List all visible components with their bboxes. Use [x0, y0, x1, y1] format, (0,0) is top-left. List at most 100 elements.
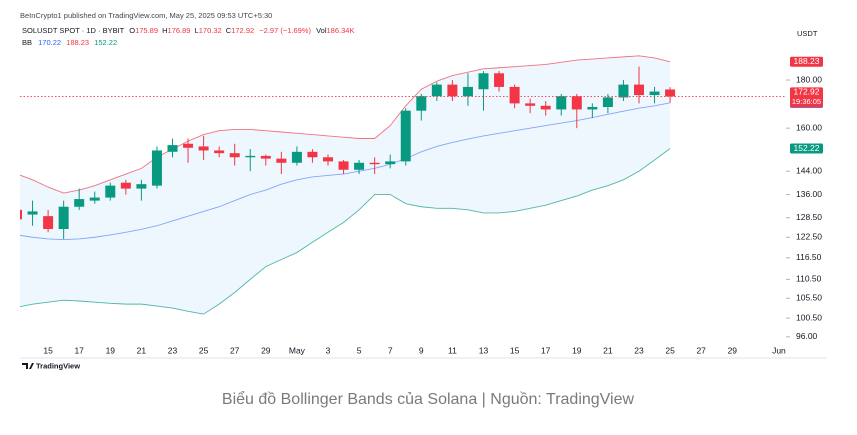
candle-body: [556, 96, 567, 110]
ohlc-value: 176.89: [168, 26, 191, 35]
x-tick-label: 23: [168, 345, 178, 355]
y-tick-label: 160.00: [796, 122, 822, 132]
candle-body: [634, 84, 644, 96]
volume-key: Vol: [316, 26, 327, 35]
publisher: BeInCrypto1 published on TradingView.com…: [20, 11, 272, 20]
bb-value: 152.22: [94, 38, 117, 47]
candle-body: [602, 97, 613, 108]
x-tick-label: 23: [634, 345, 644, 355]
y-tick-label: 144.00: [796, 165, 822, 175]
x-tick-label: 21: [603, 345, 613, 355]
candle-body: [151, 150, 162, 186]
candle-body: [229, 153, 240, 158]
candle-body: [27, 211, 38, 215]
tv-logo: TradingView: [22, 361, 80, 370]
x-tick-label: 27: [230, 345, 240, 355]
candle-body: [338, 161, 349, 170]
candle-body: [354, 162, 365, 170]
change: −2.97 (−1.69%): [259, 26, 311, 35]
candle-body: [571, 96, 582, 110]
bb-line: [20, 102, 671, 241]
price-tag: [790, 87, 823, 108]
candle-body: [291, 151, 302, 163]
candle-body: [525, 103, 536, 106]
ohlc-value: 175.89: [135, 26, 158, 35]
countdown: 19:36:05: [792, 97, 821, 106]
x-tick-label: 3: [326, 345, 331, 355]
candle-body: [120, 182, 131, 189]
price-tag-label: 152.22: [794, 143, 820, 153]
band-fill: [20, 55, 671, 315]
y-tick-label: 122.50: [796, 232, 822, 242]
candle-body: [20, 209, 22, 220]
x-tick-label: 19: [572, 345, 582, 355]
candle-body: [167, 145, 178, 152]
x-tick-label: 7: [388, 345, 393, 355]
x-tick-label: May: [289, 345, 306, 355]
ohlc-key: L: [195, 26, 199, 35]
x-tick-label: 29: [261, 345, 271, 355]
candle-body: [618, 84, 629, 98]
price-tag-label: 172.92: [794, 87, 820, 97]
candle-body: [74, 199, 85, 207]
candle-body: [416, 96, 427, 111]
x-tick-label: 17: [541, 345, 551, 355]
candle-body: [214, 150, 225, 154]
y-tick-label: 105.50: [796, 293, 822, 303]
candle-body: [43, 216, 54, 230]
x-tick-label: 29: [728, 345, 738, 355]
y-tick-label: 96.00: [796, 331, 818, 341]
candle-body: [198, 146, 209, 151]
ohlc-key: H: [162, 26, 167, 35]
ohlc-key: O: [129, 26, 135, 35]
y-tick-label: 116.50: [796, 252, 822, 262]
symbol: SOLUSDT SPOT · 1D · BYBIT: [22, 26, 125, 35]
candle-body: [478, 73, 489, 90]
candle-body: [58, 206, 69, 230]
candle-body: [509, 86, 520, 104]
bb-line: [20, 55, 671, 194]
candle-body: [385, 161, 396, 165]
currency: USDT: [797, 29, 818, 38]
x-tick-label: 15: [43, 345, 53, 355]
bb-value: 188.23: [66, 38, 89, 47]
candle-body: [649, 91, 660, 96]
y-tick-label: 136.00: [796, 189, 822, 199]
bb-value: 170.22: [38, 38, 61, 47]
x-tick-label: 9: [419, 345, 424, 355]
y-tick-label: 100.50: [796, 312, 822, 322]
ohlc-value: 172.92: [231, 26, 254, 35]
price-tag: [790, 56, 823, 67]
x-tick-label: 11: [448, 345, 457, 355]
candle-body: [323, 157, 333, 162]
x-tick-label: 27: [696, 345, 706, 355]
candle-body: [307, 151, 318, 158]
candle-body: [431, 84, 442, 97]
candle-body: [494, 73, 505, 87]
volume: 186.34K: [327, 26, 355, 35]
candle-body: [183, 143, 194, 148]
y-tick-label: 128.50: [796, 212, 822, 222]
y-tick-label: 180.00: [796, 74, 822, 84]
x-tick-label: 15: [510, 345, 520, 355]
ohlc-key: C: [226, 26, 232, 35]
legend-line: SOLUSDT SPOT · 1D · BYBIT O175.89 H176.8…: [22, 26, 354, 35]
x-tick-label: 19: [106, 345, 116, 355]
candle-body: [369, 162, 380, 165]
candle-body: [462, 86, 473, 97]
candle-body: [587, 107, 598, 110]
x-tick-label: 5: [357, 345, 362, 355]
y-tick-label: 110.50: [796, 274, 822, 284]
candle-body: [260, 155, 271, 159]
candle-body: [105, 185, 116, 198]
candle-body: [665, 89, 676, 97]
candle-body: [276, 158, 287, 163]
caption: Biểu đồ Bollinger Bands của Solana | Ngu…: [222, 390, 635, 408]
price-tag: [790, 143, 823, 154]
candle-body: [136, 184, 147, 189]
x-tick-label: Jun: [772, 345, 786, 355]
x-tick-label: 25: [199, 345, 209, 355]
candle-body: [89, 197, 100, 201]
x-tick-label: 25: [665, 345, 675, 355]
